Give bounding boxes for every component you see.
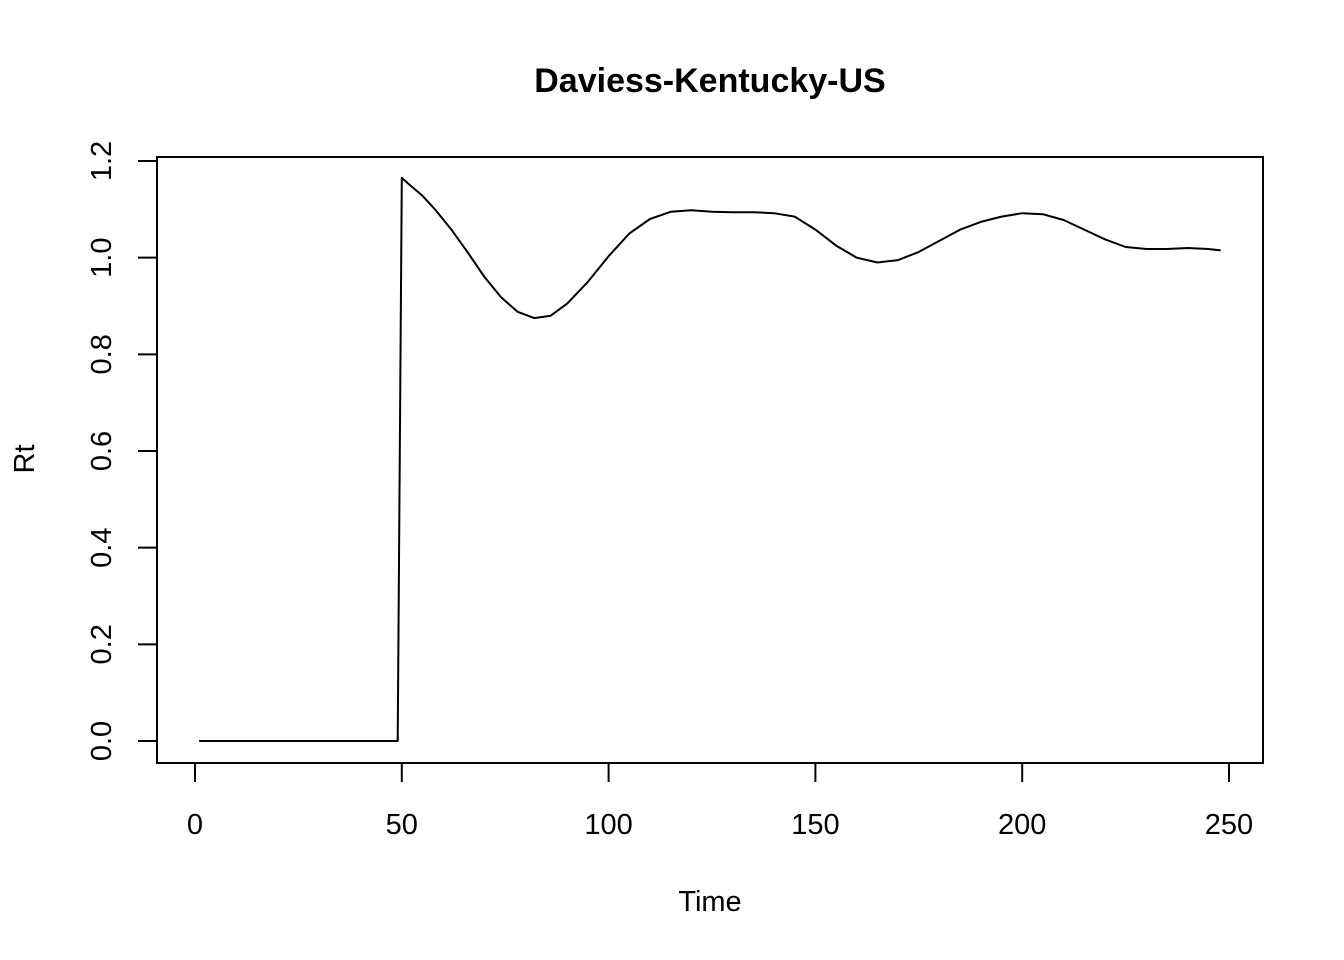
y-tick-label: 1.0 xyxy=(86,238,118,278)
series-layer xyxy=(199,176,1221,742)
x-tick-label: 200 xyxy=(998,809,1046,841)
y-tick-label: 0.2 xyxy=(86,624,118,664)
plot-frame xyxy=(156,156,1264,764)
y-tick-label: 1.2 xyxy=(86,141,118,181)
y-tick-label: 0.6 xyxy=(86,431,118,471)
y-axis: 0.0 0.2 0.4 0.6 0.8 1.0 1.2 xyxy=(86,141,158,761)
x-tick-label: 150 xyxy=(791,809,839,841)
x-tick-label: 250 xyxy=(1205,809,1253,841)
x-axis: 0 50 100 150 200 250 xyxy=(187,762,1253,841)
y-tick-label: 0.8 xyxy=(86,334,118,374)
y-axis-label: Rt xyxy=(9,445,41,474)
x-tick-label: 50 xyxy=(386,809,418,841)
x-axis-label: Time xyxy=(678,886,741,918)
y-tick-label: 0.0 xyxy=(86,721,118,761)
x-tick-label: 100 xyxy=(584,809,632,841)
chart-title: Daviess-Kentucky-US xyxy=(534,62,885,100)
series-line xyxy=(199,176,1221,742)
x-tick-label: 0 xyxy=(187,809,203,841)
y-tick-label: 0.4 xyxy=(86,528,118,568)
